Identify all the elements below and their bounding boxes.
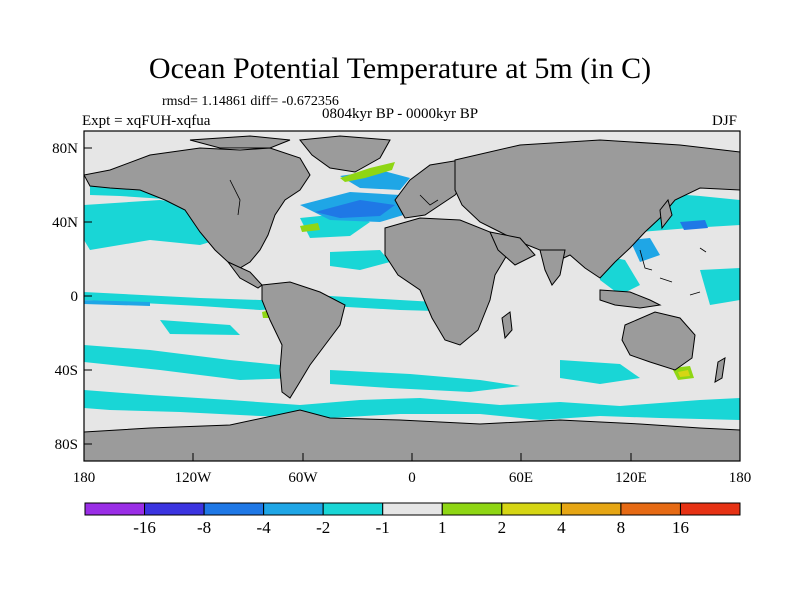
colorbar-box-5 [382,502,443,516]
madagascar [501,311,513,340]
antarctica [84,409,740,461]
africa [384,217,511,346]
season-text: DJF [712,113,738,129]
south-america [261,281,346,399]
lon-label-60w: 60W [288,470,318,486]
colorbar-label-5: 1 [438,518,447,537]
colorbar-box-1 [144,502,205,516]
colorbar-label-4: -1 [375,518,390,537]
lon-label-60e: 60E [509,470,533,486]
colorbar-box-8 [560,502,622,516]
australia [621,311,696,371]
coastlines [229,179,707,296]
colorbar [84,502,741,516]
lat-label-0: 0 [71,289,79,305]
colorbar-label-8: 8 [616,518,626,537]
experiment-text: Expt = xqFUH-xqfua [82,113,211,129]
colorbar-label-0: -16 [133,518,156,537]
new-zealand [714,357,726,383]
stats-text: rmsd= 1.14861 diff= -0.672356 [162,94,339,109]
lat-label-80n: 80N [52,141,78,157]
colorbar-box-3 [263,502,324,516]
lon-label-180w: 180 [73,470,96,486]
colorbar-label-6: 2 [497,518,507,537]
arabia [489,231,536,266]
cool-anomaly-strong [315,200,708,230]
north-america [84,147,311,269]
colorbar-box-6 [441,502,503,516]
latitude-axis: 80N 40N 0 40S 80S [52,141,92,453]
japan [659,198,673,230]
asia [454,139,740,279]
lat-label-40s: 40S [55,363,78,379]
colorbar-box-0 [84,502,146,516]
greenland [299,135,391,173]
period-text: 0804kyr BP - 0000kyr BP [322,106,479,122]
colorbar-box-7 [501,502,562,516]
colorbar-box-4 [322,502,384,516]
lat-label-80s: 80S [55,437,78,453]
colorbar-label-2: -4 [256,518,271,537]
lon-label-0: 0 [408,470,416,486]
lon-label-120w: 120W [175,470,213,486]
colorbar-label-3: -2 [316,518,331,537]
colorbar-box-9 [620,502,681,516]
longitude-axis: 180 120W 60W 0 60E 120E 180 [73,453,752,486]
map-area [84,131,740,461]
colorbar-label-7: 4 [557,518,566,537]
colorbar-box-2 [203,502,265,516]
india [539,249,566,286]
warm-anomaly-mid [678,370,690,377]
colorbar-box-10 [679,502,741,516]
lon-label-180e: 180 [729,470,752,486]
arctic-islands [189,135,291,149]
central-america [227,261,263,289]
indonesia [599,289,662,309]
plot-title: Ocean Potential Temperature at 5m (in C) [148,52,652,85]
colorbar-label-9: 16 [671,518,689,537]
colorbar-label-1: -8 [196,518,212,537]
lon-label-120e: 120E [615,470,647,486]
lat-label-40n: 40N [52,215,78,231]
land-masses [84,135,740,461]
